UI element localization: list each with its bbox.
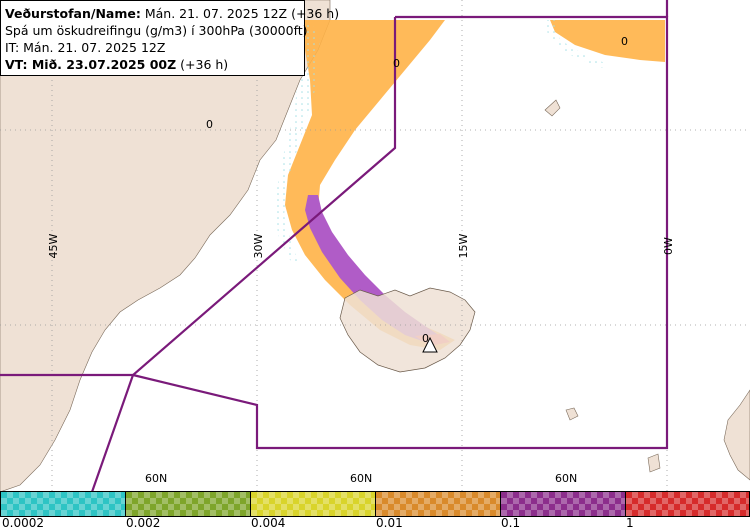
legend-swatch-5 — [500, 491, 626, 517]
header-valid-time-value: (+36 h) — [176, 57, 229, 72]
lat-label-60n-1: 60N — [145, 472, 167, 485]
iceland-landmass — [339, 287, 476, 373]
legend-label-1: 0.0002 — [2, 516, 44, 530]
legend-swatch-2 — [125, 491, 251, 517]
contour-label-3: 0 — [621, 35, 628, 48]
legend-swatch-1 — [0, 491, 126, 517]
lon-label-45w: 45W — [47, 233, 60, 258]
contour-label-4: 0 — [422, 332, 429, 345]
ash-plume-fringe — [275, 20, 320, 265]
legend-label-5: 0.1 — [501, 516, 521, 530]
header-description: Spá um öskudreifingu (g/m3) í 300hPa (30… — [5, 23, 308, 38]
contour-label-1: 0 — [206, 118, 213, 131]
header-issue-time: IT: Mán. 21. 07. 2025 12Z — [5, 40, 166, 55]
legend-swatch-6 — [625, 491, 750, 517]
header-name-value: Mán. 21. 07. 2025 12Z (+36 h) — [140, 6, 340, 21]
concentration-legend — [0, 491, 750, 517]
legend-label-4: 0.01 — [376, 516, 403, 530]
ash-plume-outer — [285, 20, 455, 350]
svalbard-island — [544, 99, 561, 117]
legend-label-3: 0.004 — [251, 516, 286, 530]
lon-label-30w: 30W — [252, 233, 265, 258]
shetland-islands — [647, 453, 661, 473]
lon-label-15w: 15W — [457, 233, 470, 258]
lat-label-60n-3: 60N — [555, 472, 577, 485]
ash-plume-east-fringe — [545, 20, 615, 68]
volcano-marker — [422, 336, 438, 353]
ash-dispersion-map: 45W 30W 15W 0W 60N 60N 60N 0 0 0 0 — [0, 0, 750, 492]
norway-landmass — [723, 389, 750, 481]
legend-swatch-3 — [250, 491, 376, 517]
legend-labels: 0.0002 0.002 0.004 0.01 0.1 1 — [0, 516, 750, 532]
legend-label-2: 0.002 — [126, 516, 161, 530]
ash-plume-east — [550, 20, 665, 62]
lon-label-0w: 0W — [662, 237, 675, 255]
fir-boundary — [0, 0, 669, 492]
header-name-label: Veðurstofan/Name: — [5, 6, 141, 21]
lat-label-60n-2: 60N — [350, 472, 372, 485]
legend-label-6: 1 — [626, 516, 634, 530]
header-valid-time-label: VT: Mið. 23.07.2025 00Z — [5, 57, 177, 72]
forecast-header: Veðurstofan/Name: Mán. 21. 07. 2025 12Z … — [0, 0, 339, 76]
legend-swatch-4 — [375, 491, 501, 517]
contour-label-2: 0 — [393, 57, 400, 70]
faroe-islands — [565, 407, 579, 421]
